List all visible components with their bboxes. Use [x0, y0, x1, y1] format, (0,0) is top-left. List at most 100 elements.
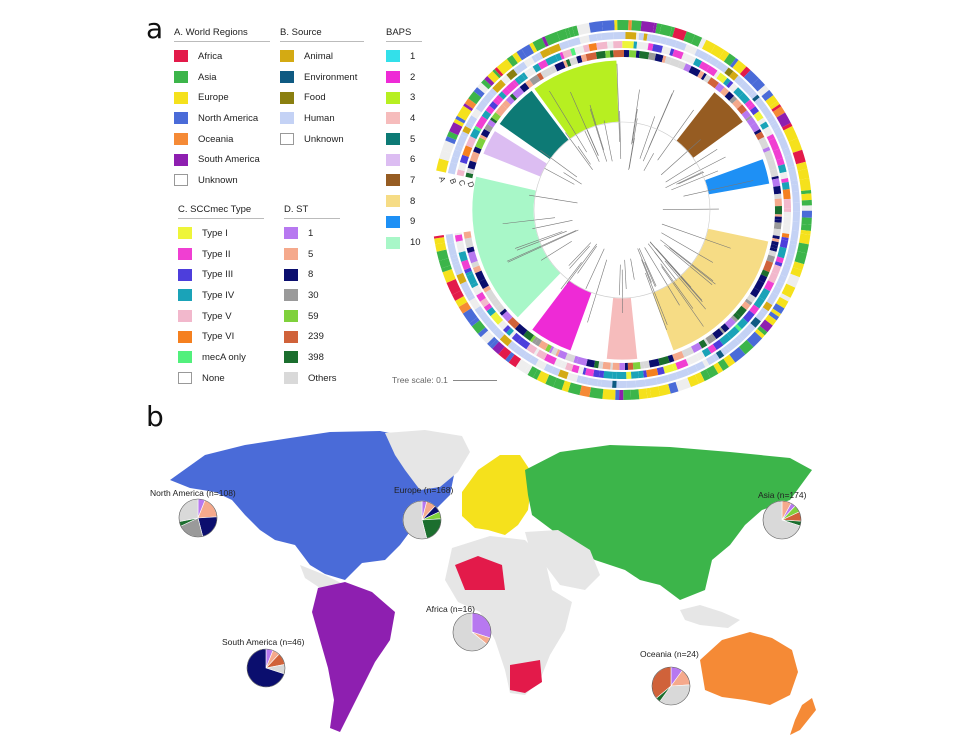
ring-segment	[626, 380, 637, 388]
ring-segment	[773, 222, 782, 230]
ring-segment	[475, 137, 486, 150]
legend-item: Type IV	[178, 285, 264, 306]
ring-segment	[685, 357, 691, 366]
ring-segment	[694, 372, 705, 384]
ring-segment	[474, 305, 485, 316]
tree-branch	[589, 108, 608, 162]
ring-segment	[456, 134, 468, 148]
region-pie-label: Africa (n=16)	[426, 604, 475, 614]
ring-segment	[526, 343, 538, 355]
ring-segment	[525, 79, 534, 89]
ring-segment	[792, 149, 806, 165]
ring-segment	[512, 87, 525, 99]
ring-segment	[605, 50, 611, 58]
ring-segment	[769, 247, 778, 252]
ring-segment	[747, 89, 755, 97]
ring-segment	[465, 270, 473, 276]
tree-branch	[616, 63, 620, 142]
tree-branch	[577, 245, 597, 274]
ring-segment	[465, 172, 474, 179]
legend-label: Others	[308, 372, 337, 384]
ring-segment	[764, 314, 777, 326]
ring-segment	[775, 256, 784, 264]
legend-swatch	[174, 153, 188, 166]
ring-segment	[466, 273, 477, 286]
ring-segment	[517, 337, 531, 350]
ring-segment	[450, 257, 459, 263]
legend-label: Food	[304, 92, 326, 104]
ring-segment	[616, 380, 620, 388]
ring-segment	[744, 99, 754, 108]
ring-segment	[718, 49, 730, 62]
ring-segment	[768, 250, 777, 257]
ring-segment	[469, 151, 480, 163]
ring-segment	[628, 50, 637, 58]
ring-segment	[632, 361, 641, 370]
ring-segment	[677, 60, 687, 70]
ring-segment	[672, 49, 684, 60]
ring-segment	[717, 358, 729, 371]
ring-segment	[730, 315, 739, 323]
ring-segment	[801, 217, 812, 225]
ring-segment	[436, 249, 449, 261]
legend-swatch	[284, 330, 298, 343]
legend-item: Type I	[178, 223, 264, 244]
ring-segment	[736, 104, 747, 115]
ring-segment	[772, 148, 783, 161]
ring-segment	[619, 362, 625, 370]
ring-segment	[757, 117, 766, 126]
ring-segment	[462, 145, 473, 158]
legend-label: Asia	[198, 71, 217, 83]
legend-swatch	[284, 351, 298, 364]
ring-segment	[715, 349, 725, 359]
ring-segment	[771, 264, 782, 275]
region-pie: South America (n=46)	[222, 637, 305, 688]
ring-segment	[477, 327, 489, 338]
ring-segment	[537, 59, 549, 70]
ring-segment	[735, 305, 747, 318]
ring-segment	[738, 92, 750, 105]
ring-segment	[758, 287, 771, 301]
tree-branch	[628, 137, 635, 169]
ring-segment	[774, 219, 782, 223]
ring-segment	[774, 216, 782, 221]
ring-label: A	[437, 175, 448, 184]
ring-segment	[672, 362, 678, 371]
ring-segment	[512, 79, 520, 87]
ring-segment	[570, 47, 577, 56]
legend-label: Human	[304, 112, 335, 124]
ring-segment	[505, 327, 514, 336]
ring-segment	[710, 44, 725, 59]
ring-segment	[455, 115, 466, 124]
legend-swatch	[178, 248, 192, 261]
region-pie-label: Europe (n=168)	[394, 485, 453, 495]
ring-segment	[513, 345, 527, 358]
ring-segment	[469, 297, 481, 310]
legend-swatch	[386, 112, 400, 125]
ring-segment	[782, 147, 792, 157]
ring-segment	[481, 79, 492, 90]
ring-segment	[720, 347, 728, 356]
ring-segment	[739, 80, 753, 94]
ring-segment	[706, 65, 718, 77]
ring-segment	[705, 334, 715, 345]
ring-segment	[702, 359, 710, 368]
ring-segment	[593, 369, 600, 378]
ring-segment	[472, 284, 483, 296]
tree-branch	[549, 90, 587, 153]
ring-segment	[561, 380, 571, 393]
ring-segment	[770, 122, 780, 131]
tree-branch	[502, 217, 556, 225]
ring-segment	[468, 91, 482, 105]
ring-segment	[723, 77, 731, 86]
ring-segment	[800, 224, 812, 231]
ring-segment	[600, 379, 613, 388]
ring-segment	[771, 175, 779, 180]
ring-segment	[529, 74, 541, 86]
ring-segment	[445, 233, 453, 236]
tree-branch	[563, 172, 582, 185]
legend-swatch	[284, 268, 298, 281]
ring-segment	[661, 55, 667, 64]
ring-segment	[532, 336, 539, 345]
ring-segment	[732, 59, 747, 75]
